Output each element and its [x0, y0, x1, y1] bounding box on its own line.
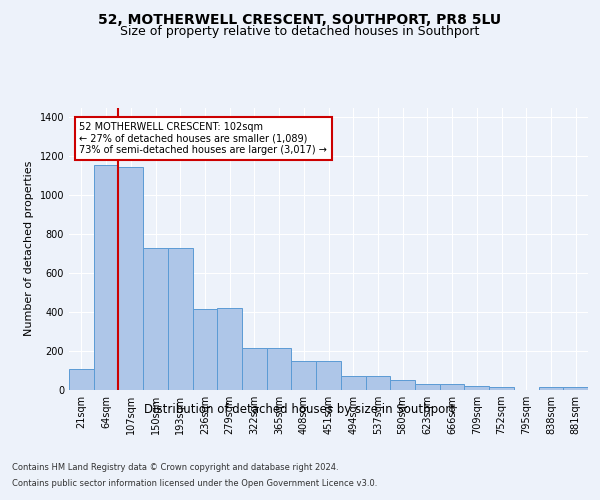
Bar	[168, 248, 193, 390]
Bar	[242, 348, 267, 390]
Bar	[217, 308, 242, 390]
Bar	[267, 348, 292, 390]
Y-axis label: Number of detached properties: Number of detached properties	[24, 161, 34, 336]
Text: Distribution of detached houses by size in Southport: Distribution of detached houses by size …	[145, 402, 455, 415]
Bar	[390, 380, 415, 390]
Bar	[341, 376, 365, 390]
Bar	[69, 368, 94, 390]
Bar	[563, 387, 588, 390]
Bar	[464, 386, 489, 390]
Text: Size of property relative to detached houses in Southport: Size of property relative to detached ho…	[121, 25, 479, 38]
Bar	[193, 309, 217, 390]
Text: 52 MOTHERWELL CRESCENT: 102sqm
← 27% of detached houses are smaller (1,089)
73% : 52 MOTHERWELL CRESCENT: 102sqm ← 27% of …	[79, 122, 327, 155]
Bar	[365, 376, 390, 390]
Bar	[539, 387, 563, 390]
Bar	[143, 248, 168, 390]
Bar	[94, 165, 118, 390]
Bar	[489, 387, 514, 390]
Bar	[118, 167, 143, 390]
Text: Contains public sector information licensed under the Open Government Licence v3: Contains public sector information licen…	[12, 479, 377, 488]
Text: Contains HM Land Registry data © Crown copyright and database right 2024.: Contains HM Land Registry data © Crown c…	[12, 462, 338, 471]
Bar	[415, 384, 440, 390]
Text: 52, MOTHERWELL CRESCENT, SOUTHPORT, PR8 5LU: 52, MOTHERWELL CRESCENT, SOUTHPORT, PR8 …	[98, 12, 502, 26]
Bar	[292, 361, 316, 390]
Bar	[316, 361, 341, 390]
Bar	[440, 384, 464, 390]
